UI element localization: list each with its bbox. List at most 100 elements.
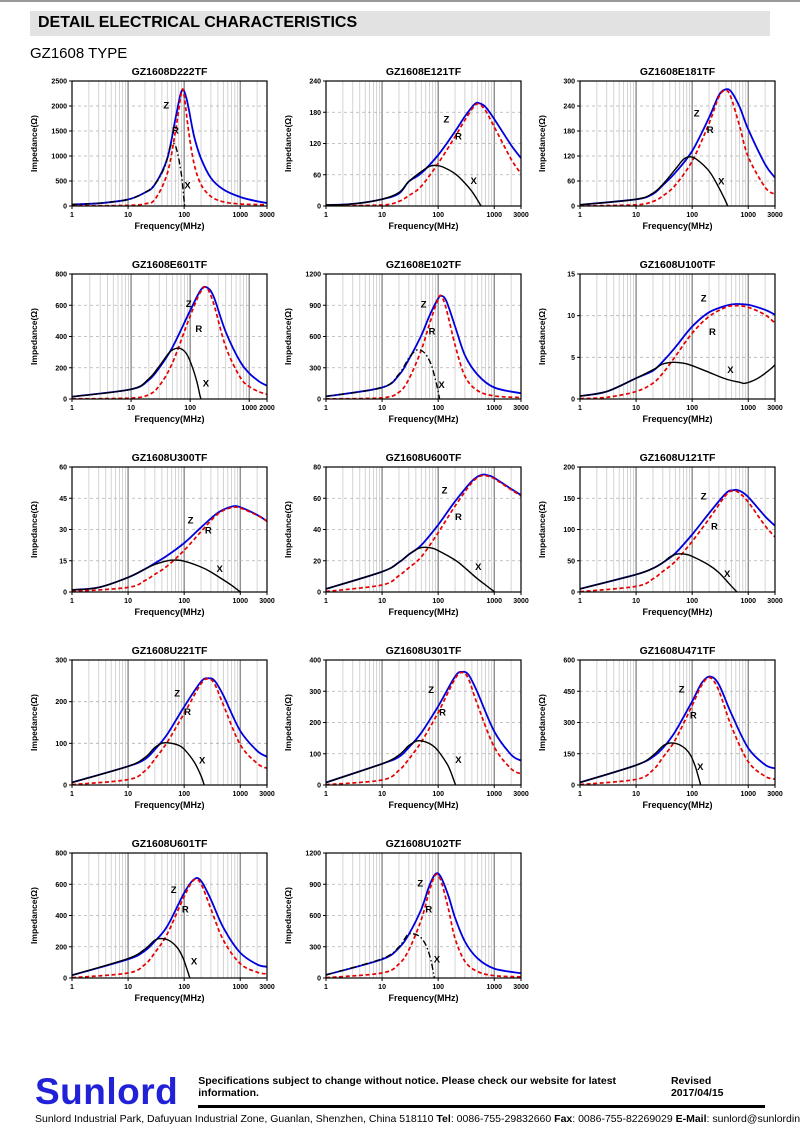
y-tick-label: 60	[313, 496, 321, 503]
y-tick-label: 45	[59, 496, 67, 503]
x-tick-label: 10	[124, 598, 132, 605]
curve-x	[580, 156, 729, 206]
impedance-chart-GZ1608U471TF: GZ1608U471TF Z R X 0 150 300 450 600 1 10 100 1000 30…	[537, 645, 783, 810]
curve-r	[72, 506, 267, 592]
x-tick-label: 10	[378, 405, 386, 412]
y-tick-label: 200	[563, 465, 575, 472]
y-tick-label: 100	[563, 527, 575, 534]
chart-cell: GZ1608U301TF Z R X 0 100 200 300 400 1 10 100 1000 30…	[280, 645, 533, 815]
y-tick-label: 0	[317, 397, 321, 404]
curve-z	[580, 675, 775, 784]
email-value: : sunlord@sunlordinc.com	[706, 1113, 800, 1125]
x-tick-label: 1000	[486, 984, 502, 991]
series-label-r: R	[707, 125, 714, 136]
y-tick-label: 200	[55, 944, 67, 951]
chart-title: GZ1608U471TF	[640, 645, 716, 657]
x-tick-label: 10	[632, 791, 640, 798]
x-tick-label: 2000	[259, 405, 275, 412]
x-tick-label: 100	[178, 598, 190, 605]
impedance-chart-GZ1608U100TF: GZ1608U100TF Z R X 0 5 10 15 1 10 100 1000 3000 Imped…	[537, 259, 783, 424]
x-tick-label: 10	[378, 598, 386, 605]
y-tick-label: 0	[63, 204, 67, 211]
x-tick-label: 1	[324, 212, 328, 219]
x-tick-label: 1000	[486, 598, 502, 605]
series-label-z: Z	[694, 108, 700, 119]
y-tick-label: 0	[571, 397, 575, 404]
y-tick-label: 300	[55, 658, 67, 665]
series-label-r: R	[182, 904, 189, 915]
x-axis-title: Frequency(MHz)	[642, 607, 712, 617]
y-tick-label: 15	[59, 558, 67, 565]
y-tick-label: 0	[63, 397, 67, 404]
chart-title: GZ1608U300TF	[132, 452, 208, 464]
x-tick-label: 100	[686, 598, 698, 605]
x-tick-label: 100	[432, 791, 444, 798]
grid-lines	[72, 81, 267, 206]
curves	[580, 488, 775, 592]
page-title: DETAIL ELECTRICAL CHARACTERISTICS	[30, 11, 770, 36]
series-label-x: X	[434, 954, 441, 965]
x-tick-label: 3000	[513, 212, 529, 219]
y-tick-label: 20	[313, 558, 321, 565]
series-label-r: R	[172, 126, 179, 137]
y-axis-title: Impedance(Ω)	[283, 308, 293, 365]
series-label-z: Z	[417, 878, 423, 889]
y-tick-label: 600	[563, 658, 575, 665]
x-axis-title: Frequency(MHz)	[388, 221, 458, 231]
series-label-x: X	[203, 379, 210, 390]
series-subtitle: GZ1608 TYPE	[30, 45, 128, 62]
curve-z	[72, 677, 267, 784]
curves	[72, 505, 267, 592]
curve-r	[580, 489, 775, 592]
chart-title: GZ1608E102TF	[386, 259, 462, 271]
chart-title: GZ1608U301TF	[386, 645, 462, 657]
x-axis-title: Frequency(MHz)	[388, 414, 458, 424]
y-tick-label: 400	[309, 658, 321, 665]
curve-r	[72, 677, 267, 785]
x-axis-title: Frequency(MHz)	[134, 607, 204, 617]
footer-address: Sunlord Industrial Park, Dafuyuan Indust…	[35, 1113, 800, 1125]
x-tick-label: 1000	[740, 405, 756, 412]
y-axis-title: Impedance(Ω)	[537, 501, 547, 558]
series-label-x: X	[184, 181, 191, 192]
y-tick-label: 100	[309, 751, 321, 758]
y-tick-label: 800	[55, 272, 67, 279]
series-label-x: X	[199, 755, 206, 766]
y-axis-title: Impedance(Ω)	[283, 115, 293, 172]
plot-border	[579, 80, 776, 207]
chart-title: GZ1608E121TF	[386, 66, 462, 78]
grid-lines	[580, 660, 775, 785]
chart-cell: GZ1608U601TF Z R X 0 200 400 600 800 1 10 100 1000 30…	[26, 838, 279, 1008]
impedance-chart-GZ1608D222TF: GZ1608D222TF Z R X 0 500 1000 1500 2000 2500 1 10 10…	[29, 66, 275, 231]
x-tick-label: 1000	[232, 598, 248, 605]
series-label-z: Z	[171, 885, 177, 896]
y-tick-label: 0	[317, 204, 321, 211]
x-tick-label: 3000	[767, 212, 783, 219]
series-label-r: R	[195, 324, 202, 335]
chart-title: GZ1608E181TF	[640, 66, 716, 78]
x-tick-label: 3000	[513, 791, 529, 798]
y-tick-label: 1200	[305, 851, 321, 858]
x-axis-title: Frequency(MHz)	[134, 414, 204, 424]
curves	[72, 88, 267, 206]
x-tick-label: 10	[124, 212, 132, 219]
curve-x	[580, 742, 702, 785]
x-tick-label: 100	[432, 212, 444, 219]
series-label-x: X	[697, 762, 704, 773]
y-tick-label: 240	[563, 104, 575, 111]
y-tick-label: 2000	[51, 104, 67, 111]
y-tick-label: 0	[317, 976, 321, 983]
series-label-z: Z	[163, 101, 169, 112]
y-tick-label: 1200	[305, 272, 321, 279]
y-tick-label: 800	[55, 851, 67, 858]
series-label-r: R	[425, 904, 432, 915]
series-label-r: R	[429, 326, 436, 337]
y-tick-label: 40	[313, 527, 321, 534]
y-tick-label: 400	[55, 334, 67, 341]
x-tick-label: 3000	[259, 984, 275, 991]
x-tick-label: 3000	[767, 791, 783, 798]
x-tick-label: 1	[324, 791, 328, 798]
curve-r	[326, 474, 521, 592]
y-tick-label: 240	[309, 79, 321, 86]
chart-cell: GZ1608U221TF Z R X 0 100 200 300 1 10 100 1000 3000 I…	[26, 645, 279, 815]
